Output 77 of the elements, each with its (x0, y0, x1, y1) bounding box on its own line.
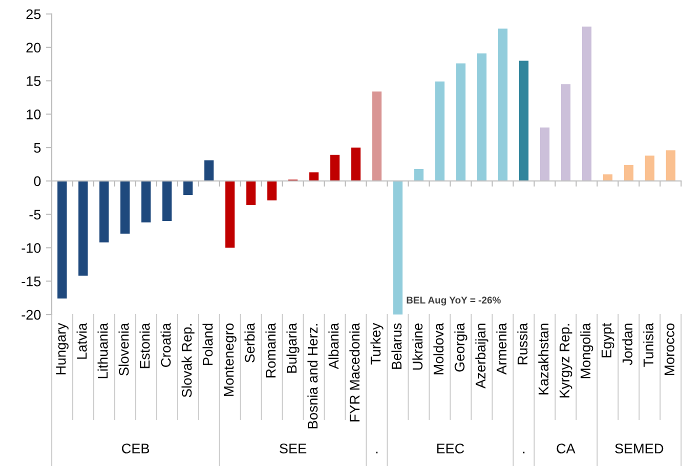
x-tick-label: Kyrgyz Rep. (560, 324, 572, 398)
x-tick-label: Romania (265, 322, 276, 378)
x-tick-label: FYR Macedonia (349, 322, 360, 422)
x-tick-label: Tunisia (643, 322, 654, 367)
bar (309, 172, 319, 181)
bar (225, 180, 235, 248)
text: SEMED (615, 444, 664, 454)
x-tick-label: Albania (328, 322, 339, 370)
y-tick-label: 5 (34, 143, 41, 153)
y-tick-label: 25 (26, 9, 41, 20)
y-tick-label: 15 (26, 76, 41, 86)
y-tick-label: 10 (26, 110, 41, 120)
x-tick-label: Kazakhstan (538, 324, 548, 394)
bar (141, 180, 151, 222)
annotation: BEL Aug YoY = -26% (406, 296, 501, 306)
x-tick-label: Estonia (140, 322, 150, 368)
bar (582, 26, 592, 181)
bar (519, 60, 528, 181)
y-tick-label: -20 (22, 310, 41, 320)
y-tick-label: 0 (34, 176, 41, 186)
bar (372, 91, 382, 181)
bar (414, 168, 424, 181)
x-tick-label: Morocco (664, 323, 674, 375)
bar (267, 180, 277, 200)
x-tick-label: Montenegro (224, 323, 236, 396)
x-tick-label: Jordan (622, 324, 632, 366)
x-tick-label: Egypt (602, 322, 614, 358)
bar (644, 156, 654, 181)
x-tick-label: Serbia (244, 322, 255, 362)
y-tick-label: -5 (29, 210, 41, 220)
y-tick-label: -15 (22, 276, 41, 286)
bar (393, 180, 403, 315)
x-tick-label: Georgia (454, 322, 468, 372)
y-tick-label: -10 (22, 243, 41, 253)
text: EEC (437, 444, 464, 454)
x-tick-label: Azerbaijan (475, 324, 488, 388)
x-tick-label: Bulgaria (286, 322, 300, 373)
bar (666, 150, 676, 181)
x-tick-label: Poland (202, 324, 213, 365)
bar (57, 180, 67, 299)
bar (560, 84, 570, 181)
text: . (523, 452, 524, 454)
x-tick-label: Slovak Rep. (182, 324, 194, 398)
x-tick-label: Armenia (496, 322, 506, 375)
bar (435, 81, 445, 181)
bar (624, 164, 634, 181)
x-tick-label: Latvia (76, 322, 87, 359)
bar (246, 180, 256, 206)
x-tick-label: Turkey (370, 322, 384, 364)
x-tick-label: Belarus (391, 323, 402, 369)
bar (204, 160, 214, 181)
x-tick-label: Slovenia (118, 322, 129, 376)
x-tick-label: Moldova (433, 322, 444, 374)
bar (477, 53, 486, 181)
x-tick-label: Bosnia and Herz. (307, 324, 318, 428)
bar (183, 180, 193, 195)
y-tick-label: 20 (26, 42, 41, 53)
bar (330, 154, 340, 181)
text: CA (556, 444, 576, 454)
x-tick-label: Mongolia (580, 322, 594, 378)
x-tick-label: Hungary (56, 322, 69, 374)
text: SEE (280, 444, 306, 454)
bar (456, 63, 466, 181)
bar (162, 180, 172, 222)
bar (498, 28, 508, 181)
text: CEB (122, 444, 150, 454)
x-tick-label: Lithuania (98, 322, 108, 378)
x-tick-label: Russia (517, 322, 528, 364)
bar (78, 180, 88, 276)
text: . (376, 452, 378, 454)
x-tick-label: Ukraine (412, 324, 423, 370)
bar (99, 180, 109, 242)
bar (351, 148, 361, 181)
x-tick-label: Croatia (160, 322, 171, 367)
bar (120, 180, 130, 234)
bar (602, 174, 612, 181)
bar (540, 128, 550, 181)
